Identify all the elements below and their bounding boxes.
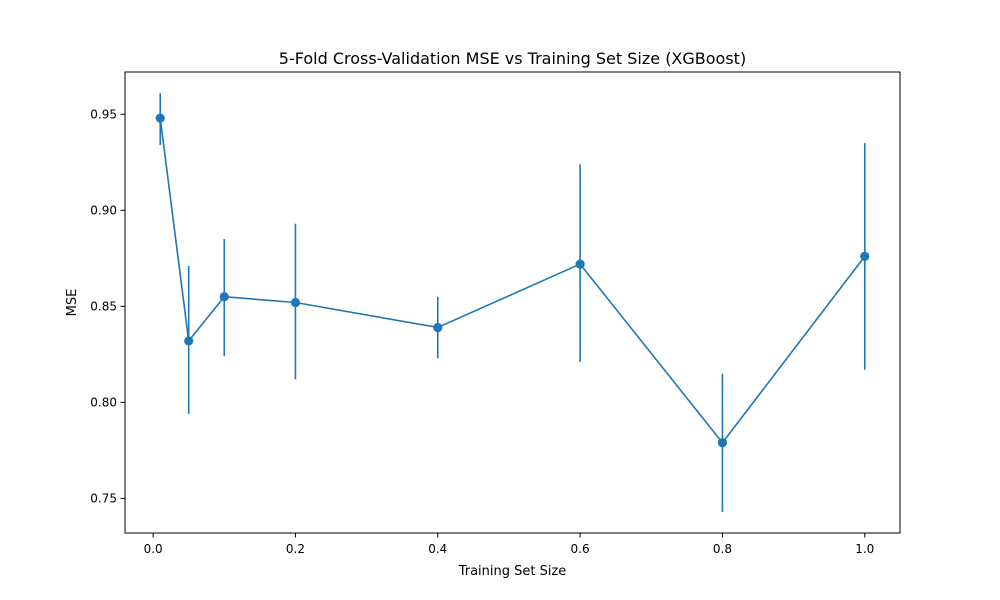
- data-point: [433, 322, 443, 333]
- plot-marks: [155, 93, 870, 512]
- y-axis-label: MSE: [65, 289, 80, 317]
- y-tick-label: 0.75: [90, 492, 117, 506]
- x-tick-label: 0.8: [713, 542, 732, 556]
- x-tick-label: 0.4: [428, 542, 447, 556]
- x-tick-label: 0.0: [144, 542, 163, 556]
- x-tick-label: 1.0: [855, 542, 874, 556]
- y-tick-label: 0.95: [90, 108, 117, 122]
- chart-title: 5-Fold Cross-Validation MSE vs Training …: [279, 49, 746, 68]
- data-point: [184, 336, 194, 346]
- data-point: [219, 292, 229, 302]
- y-tick-label: 0.85: [90, 300, 117, 314]
- data-point: [290, 297, 301, 308]
- x-tick-label: 0.2: [286, 542, 305, 556]
- data-point: [717, 438, 728, 448]
- axes-frame: [124, 71, 901, 534]
- y-tick-label: 0.90: [90, 204, 117, 218]
- data-point: [860, 251, 870, 261]
- series-line: [159, 117, 866, 445]
- x-tick-label: 0.6: [571, 542, 590, 556]
- tick-layer: 0.0 0.2 0.4 0.6 0.8 1.0 0.75 0.80 0.85 0.90 0.95: [90, 108, 874, 556]
- data-point: [575, 259, 585, 269]
- data-point: [155, 113, 165, 123]
- y-tick-label: 0.80: [90, 396, 117, 410]
- x-axis-label: Training Set Size: [458, 564, 567, 579]
